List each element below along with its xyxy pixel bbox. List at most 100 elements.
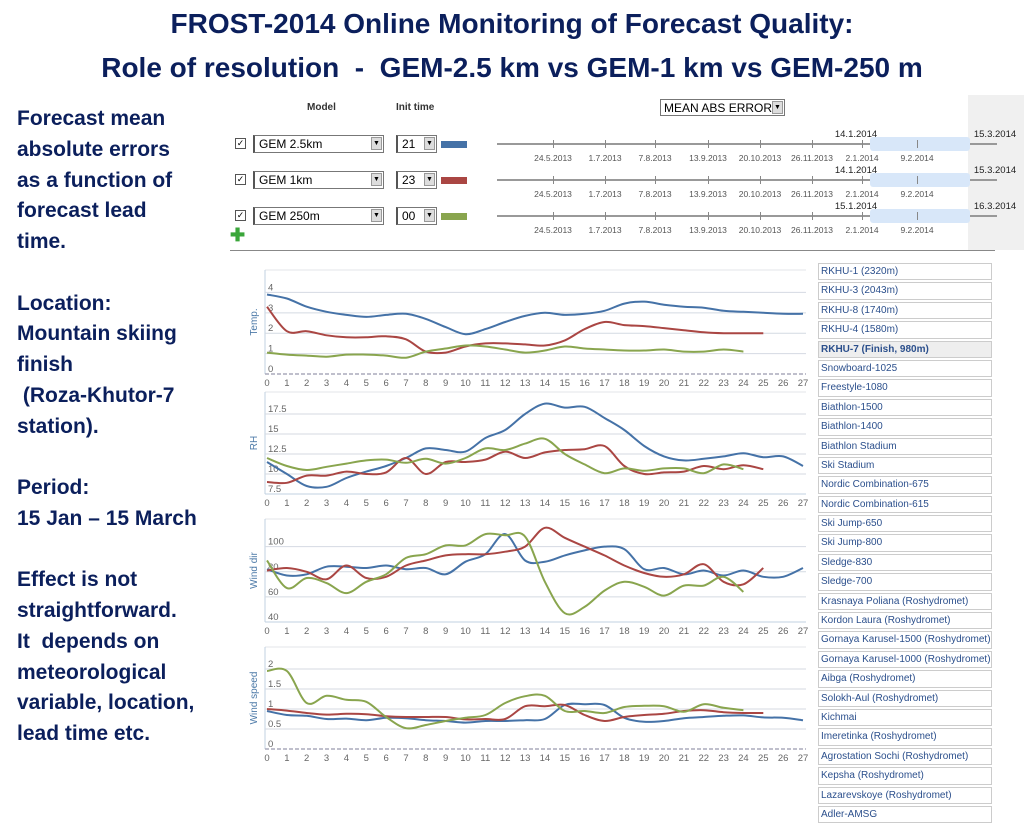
x-tick-label: 27 [798,498,809,509]
timeline-range-handle[interactable] [870,173,970,187]
timeline-slider[interactable] [497,143,997,145]
x-tick-label: 20 [659,378,670,389]
chevron-down-icon: ▼ [424,173,435,186]
x-tick-label: 23 [718,498,729,509]
timeline-tick-label: 24.5.2013 [534,189,572,199]
timeline-tick-label: 1.7.2013 [588,189,622,199]
station-item[interactable]: RKHU-8 (1740m) [818,301,992,320]
timeline-tick-label: 2.1.2014 [845,189,879,199]
chart-wind-speed: 00.511.520 1 2 3 4 5 6 7 8 9 10 11 12 13 14 15 16 17 18 19 2… [249,646,809,764]
station-item[interactable]: Biathlon Stadium [818,437,992,455]
timeline-tick [917,212,918,220]
x-tick-label: 6 [383,498,388,509]
series-line-gem-2-5km [266,702,804,724]
x-tick-label: 15 [559,626,570,637]
x-tick-label: 0 [264,753,269,764]
station-item[interactable]: Krasnaya Poliana (Roshydromet) [818,592,992,611]
timeline-tick-label: 26.11.2013 [791,153,833,163]
x-tick-label: 19 [639,753,650,764]
station-item[interactable]: Nordic Combination-675 [818,476,992,494]
model-checkbox[interactable]: ✓ [235,174,246,185]
station-item[interactable]: Sledge-830 [818,553,992,572]
x-tick-label: 26 [778,753,789,764]
y-tick-label: 17.5 [268,404,287,415]
x-tick-label: 16 [579,498,590,509]
model-checkbox[interactable]: ✓ [235,138,246,149]
timeline-range-handle[interactable] [870,137,970,151]
timeline-tick-label: 9.2.2014 [900,189,934,199]
x-tick-label: 11 [480,753,490,764]
init-time-select[interactable]: 23 ▼ [396,171,437,189]
x-tick-label: 25 [758,378,769,389]
x-tick-label: 27 [798,378,809,389]
model-checkbox[interactable]: ✓ [235,210,246,221]
y-tick-label: 4 [268,282,273,293]
timeline-tick-label: 13.9.2013 [689,225,727,235]
x-tick-label: 13 [520,498,531,509]
station-item[interactable]: Adler-AMSG [818,805,992,824]
station-item[interactable]: Gornaya Karusel-1500 (Roshydromet) [818,631,992,649]
x-tick-label: 16 [579,626,590,637]
x-tick-label: 16 [579,378,590,389]
station-item[interactable]: Snowboard-1025 [818,359,992,378]
body-text-line: time. [17,230,67,253]
station-item[interactable]: Kichmai [818,708,992,727]
x-tick-label: 21 [679,378,690,389]
x-tick-label: 23 [718,378,729,389]
plus-icon[interactable]: ✚ [230,225,246,245]
station-item[interactable]: Kordon Laura (Roshydromet) [818,612,992,630]
x-tick-label: 10 [460,753,471,764]
timeline-tick-label: 26.11.2013 [791,225,833,235]
timeline-slider[interactable] [497,215,997,217]
timeline-tick-label: 2.1.2014 [845,153,879,163]
x-tick-label: 12 [500,753,511,764]
y-tick-label: 0 [268,739,273,750]
x-tick-label: 15 [559,498,570,509]
x-tick-label: 13 [520,626,531,637]
x-tick-label: 0 [264,378,269,389]
station-item[interactable]: Solokh-Aul (Roshydromet) [818,689,992,707]
station-item[interactable]: Agrostation Sochi (Roshydromet) [818,747,992,766]
station-item[interactable]: Sledge-700 [818,573,992,591]
station-item[interactable]: Freestyle-1080 [818,379,992,397]
station-item[interactable]: Ski Jump-800 [818,534,992,552]
station-item[interactable]: Aibga (Roshydromet) [818,670,992,688]
station-item[interactable]: Ski Stadium [818,456,992,475]
station-item[interactable]: Kepsha (Roshydromet) [818,767,992,785]
x-tick-label: 27 [798,753,809,764]
station-item[interactable]: Biathlon-1400 [818,418,992,436]
x-tick-label: 11 [480,378,490,389]
station-item[interactable]: RKHU-3 (2043m) [818,282,992,300]
station-item[interactable]: RKHU-7 (Finish, 980m) [818,340,992,358]
metric-select[interactable]: MEAN ABS ERROR ▼ [660,99,785,116]
model-select[interactable]: GEM 2.5km ▼ [253,135,384,153]
x-tick-label: 9 [443,378,448,389]
station-item[interactable]: Ski Jump-650 [818,515,992,533]
init-time-select[interactable]: 00 ▼ [396,207,437,225]
x-tick-label: 4 [344,378,349,389]
station-item[interactable]: RKHU-4 (1580m) [818,321,992,339]
model-select[interactable]: GEM 250m ▼ [253,207,384,225]
timeline-tick [917,140,918,148]
range-end-date: 15.3.2014 [973,165,1017,176]
station-item[interactable]: Imeretinka (Roshydromet) [818,728,992,746]
x-tick-label: 1 [284,753,289,764]
timeline-range-handle[interactable] [870,209,970,223]
timeline-tick-label: 20.10.2013 [738,225,782,235]
station-item[interactable]: Biathlon-1500 [818,398,992,417]
body-text-line [17,442,197,473]
init-time-select[interactable]: 21 ▼ [396,135,437,153]
x-tick-label: 0 [264,626,269,637]
station-item[interactable]: RKHU-1 (2320m) [818,263,992,281]
x-tick-label: 13 [520,753,531,764]
body-text-line: station). [17,414,99,438]
station-item[interactable]: Nordic Combination-615 [818,495,992,514]
station-item[interactable]: Lazarevskoye (Roshydromet) [818,786,992,804]
station-item[interactable]: Gornaya Karusel-1000 (Roshydromet) [818,650,992,669]
model-select-value: GEM 2.5km [259,137,323,151]
timeline-slider[interactable] [497,179,997,181]
body-text-line: straightforward. [17,599,177,622]
body-text-line: forecast lead [17,199,147,223]
model-select[interactable]: GEM 1km ▼ [253,171,384,189]
